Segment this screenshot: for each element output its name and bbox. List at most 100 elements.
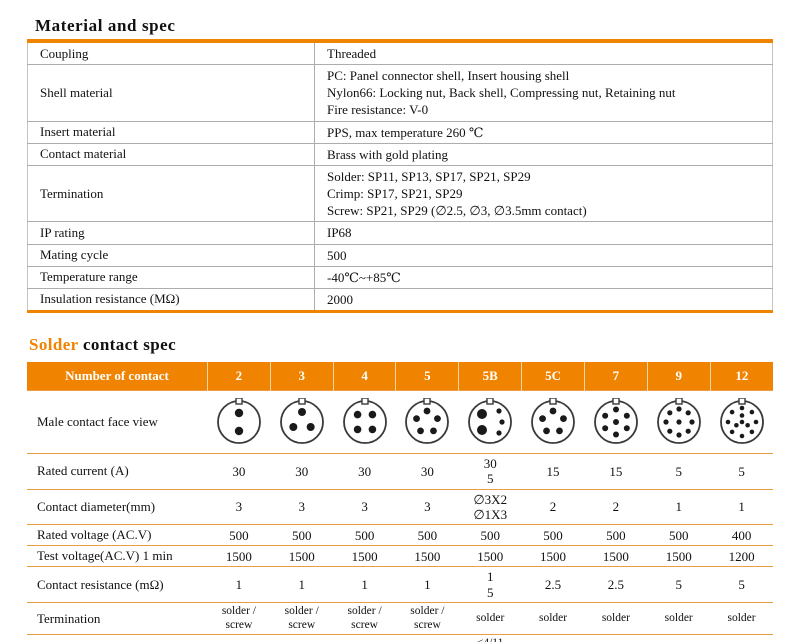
header-number-of-contact: Number of contact: [27, 362, 208, 391]
spec-cell: 1500: [521, 545, 585, 567]
spec-cell: 500: [458, 524, 522, 546]
spec-cell: 30: [270, 453, 334, 490]
spec-row: Contact diameter(mm) 3 3 3 3 ∅3X2 ∅1X3 2 2 1 1: [27, 488, 773, 525]
material-row-value: Solder: SP11, SP13, SP17, SP21, SP29 Crim…: [314, 165, 773, 223]
spec-cell: 1: [270, 566, 334, 603]
solder-table-body: Male contact face view Rated current (A) 3…: [27, 390, 773, 642]
value-line: Solder: SP11, SP13, SP17, SP21, SP29: [327, 168, 531, 184]
material-row: Shell material PC: Panel connector shell,…: [27, 64, 773, 122]
value-line: ∅1X3: [473, 507, 508, 523]
connector-face-4-pin: [342, 398, 387, 444]
value-line: 5: [486, 584, 494, 600]
spec-cell: ≤4/11: [270, 634, 334, 642]
spec-cell: 5: [647, 453, 711, 490]
connector-face-5C-pin: [531, 398, 575, 444]
spec-cell: 5: [647, 566, 711, 603]
value-line: IP68: [327, 225, 352, 241]
spec-cell: ≤4/11≤0. 785/18: [458, 634, 522, 642]
value-line: Crimp: SP17, SP21, SP29: [327, 186, 463, 202]
value-line: 30: [358, 463, 372, 479]
material-row-label: Temperature range: [27, 266, 315, 289]
spec-cell: solder: [647, 601, 711, 635]
value-line: PC: Panel connector shell, Insert housin…: [327, 68, 570, 84]
spec-cell: 500: [584, 524, 648, 546]
value-line: solder / screw: [347, 605, 382, 631]
value-line: solder / screw: [221, 605, 256, 631]
value-line: 500: [480, 527, 500, 543]
value-line: 30: [420, 463, 434, 479]
value-line: 2.5: [607, 577, 624, 592]
spec-cell: 500: [270, 524, 334, 546]
material-row: Coupling Threaded: [27, 43, 773, 66]
material-row-label: Contact material: [27, 143, 315, 166]
spec-cell: 3: [207, 488, 271, 525]
value-line: 500: [417, 527, 438, 543]
material-spec-title: Material and spec: [35, 16, 176, 35]
spec-cell: 500: [207, 524, 271, 546]
value-line: 5: [738, 577, 745, 592]
value-line: solder / screw: [284, 605, 319, 631]
spec-cell: 500: [333, 524, 396, 546]
spec-row: Test voltage(AC.V) 1 min 1500 1500 1500 1500…: [27, 545, 773, 567]
face-view-row: Male contact face view: [27, 390, 773, 454]
value-line: 2: [612, 499, 620, 515]
value-line: 500: [229, 527, 249, 543]
material-row: IP rating IP68: [27, 221, 773, 245]
material-row-label: Termination: [27, 165, 315, 223]
material-row-label: Mating cycle: [27, 244, 315, 267]
material-row: Termination Solder: SP11, SP13, SP17, SP2…: [27, 165, 773, 223]
connector-face-12-pin: [719, 398, 764, 444]
spec-cell: 30 5: [458, 453, 522, 490]
value-line: 1: [424, 577, 431, 592]
material-row: Mating cycle 500: [27, 244, 773, 267]
value-line: 1: [675, 499, 682, 515]
spec-cell: ≤4/11: [333, 634, 396, 642]
value-line: 30: [232, 463, 246, 479]
spec-cell: 30: [395, 453, 459, 490]
spec-cell: 2: [521, 488, 585, 525]
value-line: Screw: SP21, SP29 (∅2.5, ∅3, ∅3.5mm cont…: [327, 203, 587, 219]
value-line: 500: [606, 527, 626, 543]
value-line: 1: [486, 569, 494, 585]
spec-cell: 1500: [647, 545, 711, 567]
value-line: 1500: [477, 548, 504, 564]
spec-cell: 15: [584, 453, 648, 490]
value-line: 5: [486, 471, 494, 487]
value-line: solder: [664, 611, 693, 624]
face-view-cell: [207, 390, 271, 454]
value-line: 1: [235, 577, 243, 592]
spec-row-label: Test voltage(AC.V) 1 min: [27, 545, 208, 567]
spec-row: Termination solder / screw solder / screw s…: [27, 601, 773, 635]
spec-cell: solder / screw: [270, 601, 334, 635]
spec-cell: 1: [395, 566, 459, 603]
spec-cell: 500: [647, 524, 711, 546]
spec-cell: solder: [521, 601, 585, 635]
spec-cell: 500: [521, 524, 585, 546]
spec-cell: ∅3X2 ∅1X3: [458, 488, 522, 525]
value-line: 3: [361, 499, 368, 515]
value-line: 5: [675, 577, 682, 592]
spec-cell: ≤2/14: [521, 634, 585, 642]
material-row-value: IP68: [314, 221, 773, 245]
value-line: solder: [476, 611, 505, 624]
face-view-cell: [647, 390, 711, 454]
material-row-value: Brass with gold plating: [314, 143, 773, 166]
value-line: 1500: [665, 548, 692, 564]
spec-row: Contact resistance (mΩ) 1 1 1 1 1 5 2.5 2.5 5 5: [27, 566, 773, 603]
value-line: Fire resistance: V-0: [327, 102, 429, 118]
spec-cell: 400: [710, 524, 773, 546]
spec-row-label: Rated voltage (AC.V): [27, 524, 208, 546]
spec-cell: solder / screw: [207, 601, 271, 635]
material-row-label: Coupling: [27, 43, 315, 66]
spec-cell: 1: [333, 566, 396, 603]
material-row: Temperature range -40℃~+85℃: [27, 266, 773, 289]
value-line: 3: [424, 499, 431, 515]
face-view-row-label: Male contact face view: [27, 390, 208, 454]
value-line: 1500: [414, 548, 441, 564]
header-contact-count: 7: [583, 362, 648, 391]
spec-cell: solder: [458, 601, 522, 635]
material-row-value: Threaded: [314, 43, 773, 66]
value-line: 1500: [540, 548, 567, 564]
face-view-cell: [270, 390, 334, 454]
